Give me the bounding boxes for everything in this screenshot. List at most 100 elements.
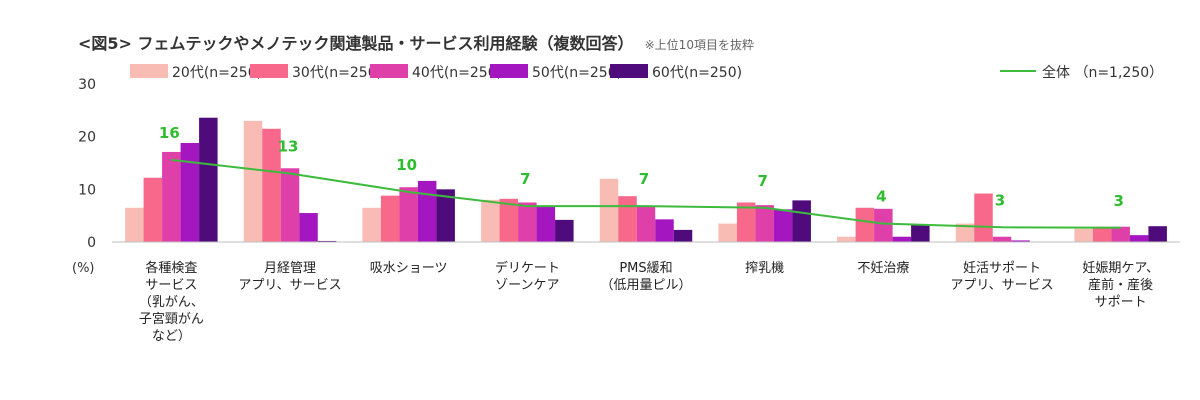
chart-subtitle: ※上位10項目を抜粋: [644, 38, 754, 52]
x-category-label-line: 月経管理: [264, 261, 316, 276]
bar: [481, 199, 500, 242]
overall-data-label: 7: [639, 170, 649, 188]
overall-data-label: 3: [1113, 192, 1123, 210]
bar: [143, 177, 163, 242]
bar: [1148, 226, 1167, 242]
x-category-label-line: PMS緩和: [619, 261, 672, 276]
x-category-label-line: （乳がん、: [139, 295, 204, 310]
legend-label: 50代(n=250): [532, 65, 622, 81]
x-category-label-line: 不妊治療: [857, 261, 909, 276]
bar: [1129, 235, 1149, 242]
bar: [655, 219, 674, 242]
bar: [499, 198, 519, 242]
bar: [399, 187, 418, 242]
bar: [874, 208, 893, 242]
bar: [125, 207, 144, 242]
x-category-label-line: など）: [152, 329, 191, 344]
bar: [180, 142, 200, 242]
x-category-label: 搾乳機: [745, 260, 784, 276]
x-category-label-line: サポート: [1095, 295, 1147, 310]
overall-data-label: 16: [159, 124, 180, 142]
bar: [911, 224, 930, 242]
bar: [837, 236, 856, 242]
legend-swatch: [370, 64, 408, 78]
legend-swatch: [610, 64, 648, 78]
title-row: <図5> フェムテックやメノテック関連製品・サービス利用経験（複数回答） ※上位…: [78, 30, 754, 54]
legend-label: 全体 （n=1,250）: [1042, 64, 1163, 81]
x-category-label-line: デリケート: [495, 260, 560, 276]
x-category-label: デリケートゾーンケア: [495, 260, 560, 293]
x-category-label-line: 子宮頸がん: [139, 311, 204, 327]
legend-swatch: [130, 64, 168, 78]
x-category-label: 吸水ショーツ: [370, 261, 448, 276]
bar: [380, 195, 400, 242]
x-category-label-line: 各種検査: [145, 260, 197, 276]
x-category-label: 月経管理アプリ、サービス: [238, 261, 341, 293]
bar: [1092, 226, 1112, 242]
bar: [555, 219, 574, 242]
bar: [536, 206, 556, 242]
bar: [243, 120, 263, 242]
x-category-label: 妊娠期ケア、産前・産後サポート: [1082, 261, 1159, 310]
bar: [1111, 226, 1130, 242]
bar: [792, 200, 811, 242]
bar: [417, 180, 437, 242]
x-category-label-line: 妊活サポート: [963, 261, 1041, 276]
x-category-label: PMS緩和 （低用量ピル）: [600, 261, 691, 293]
bar: [773, 209, 793, 242]
bar: [280, 168, 300, 242]
overall-data-label: 3: [995, 191, 1005, 209]
x-category-label: 妊活サポートアプリ、サービス: [950, 261, 1053, 293]
bar: [974, 193, 993, 242]
bar: [736, 202, 756, 242]
overall-data-label: 4: [876, 188, 886, 206]
bar: [162, 151, 181, 242]
bar: [955, 223, 975, 242]
bar: [892, 236, 912, 242]
overall-data-label: 10: [396, 156, 417, 174]
overall-data-label: 7: [757, 172, 767, 190]
bar: [317, 240, 337, 242]
y-tick-label: 30: [78, 77, 96, 93]
bar: [518, 202, 537, 242]
legend-label: 40代(n=250): [412, 65, 502, 81]
x-category-label: 不妊治療: [857, 261, 909, 276]
bar: [718, 223, 737, 242]
x-category-label: 各種検査サービス （乳がん、子宮頸がんなど）: [139, 260, 204, 344]
x-category-label-line: アプリ、サービス: [950, 278, 1053, 293]
bar: [992, 236, 1012, 242]
x-category-label-line: 妊娠期ケア、: [1082, 261, 1159, 276]
y-tick-label: 0: [87, 235, 96, 251]
legend-label: 20代(n=250): [172, 65, 262, 81]
bar: [599, 178, 619, 242]
bar: [362, 207, 381, 242]
x-category-label-line: ゾーンケア: [495, 278, 559, 293]
bar: [436, 189, 455, 242]
y-tick-label: 20: [78, 130, 96, 146]
y-tick-label: 10: [78, 182, 96, 198]
bar: [199, 117, 218, 242]
overall-line: [171, 158, 1121, 229]
x-category-label-line: 産前・産後: [1088, 277, 1153, 293]
legend-label: 60代(n=250): [652, 65, 742, 81]
overall-data-label: 7: [520, 170, 530, 188]
chart-title: <図5> フェムテックやメノテック関連製品・サービス利用経験（複数回答）: [78, 34, 634, 53]
bar: [755, 205, 774, 242]
bar: [855, 207, 875, 242]
x-category-label-line: 吸水ショーツ: [370, 261, 448, 276]
overall-data-label: 13: [278, 138, 299, 156]
bar: [673, 229, 693, 242]
bar: [1074, 228, 1093, 242]
y-unit-label: (%): [72, 261, 95, 276]
x-category-label-line: 搾乳機: [745, 260, 784, 276]
x-category-label-line: サービス: [145, 278, 197, 293]
legend-label: 30代(n=250): [292, 65, 382, 81]
bar: [299, 213, 318, 242]
bar: [636, 206, 656, 242]
x-category-label-line: アプリ、サービス: [238, 278, 341, 293]
bar: [1011, 240, 1030, 242]
bar: [262, 128, 281, 242]
x-category-label-line: （低用量ピル）: [600, 278, 691, 293]
legend-swatch: [250, 64, 288, 78]
